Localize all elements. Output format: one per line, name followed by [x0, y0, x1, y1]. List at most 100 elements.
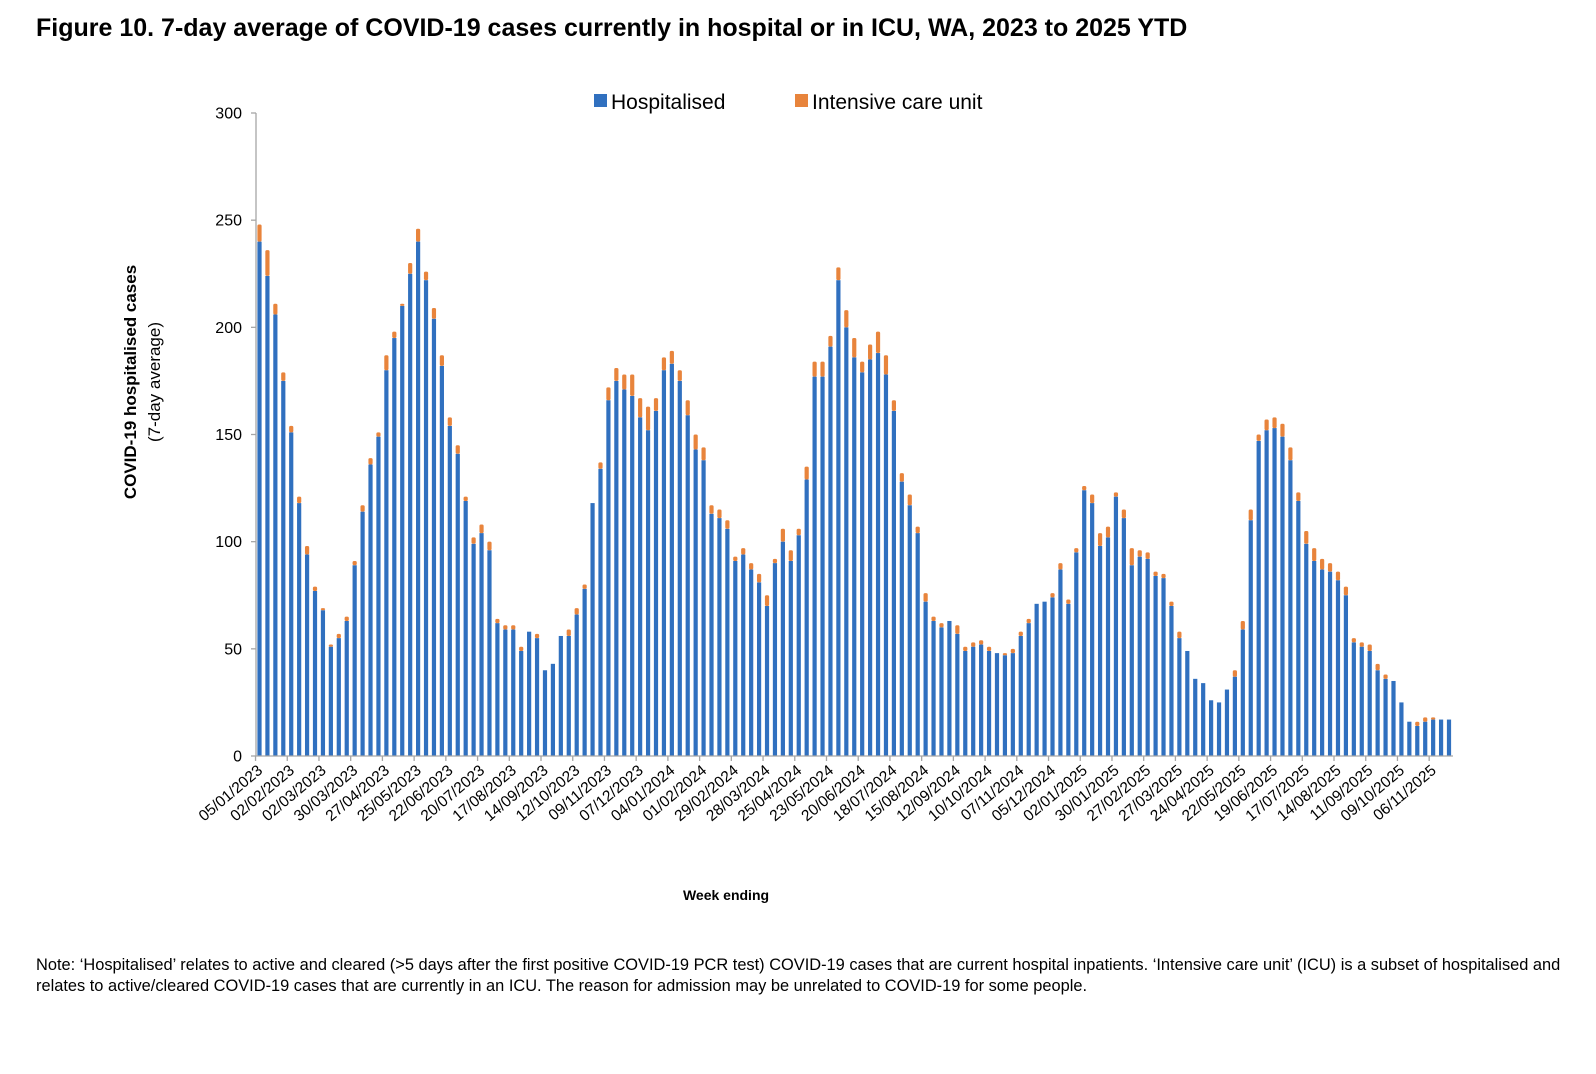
bar-icu [455, 445, 460, 454]
bar-icu [979, 640, 984, 645]
bar-hospitalised [273, 314, 278, 756]
bar-icu [788, 550, 793, 561]
bar-icu [986, 646, 992, 651]
bar-icu [598, 462, 603, 469]
bars [257, 224, 1452, 757]
bar-hospitalised [645, 430, 651, 756]
bar-hospitalised [1097, 545, 1103, 756]
bar-icu [1240, 620, 1245, 630]
bar-icu [1137, 550, 1142, 557]
bar-icu [749, 563, 754, 570]
bar-hospitalised [986, 650, 992, 756]
bar-icu [1415, 721, 1420, 726]
bar-hospitalised [336, 638, 341, 756]
bar-hospitalised [368, 464, 373, 756]
bar-hospitalised [685, 415, 690, 756]
bar-icu [519, 646, 524, 651]
bar-icu [804, 466, 809, 480]
bar-hospitalised [630, 395, 635, 756]
bar-icu [344, 616, 349, 621]
bar-icu [574, 608, 579, 615]
bar-hospitalised [289, 432, 294, 756]
bar-hospitalised [1423, 721, 1428, 756]
bar-icu [297, 496, 302, 504]
bar-icu [717, 509, 722, 519]
bar-hospitalised [1026, 623, 1031, 756]
bar-hospitalised [431, 318, 437, 756]
bar-hospitalised [1272, 428, 1277, 756]
bar-hospitalised [677, 380, 682, 756]
bar-hospitalised [1320, 569, 1325, 756]
bar-icu [645, 406, 651, 431]
bar-icu [1153, 571, 1158, 576]
bar-hospitalised [320, 610, 326, 756]
legend-swatch-icu [795, 94, 808, 107]
bar-hospitalised [638, 417, 643, 756]
bar-hospitalised [447, 425, 452, 756]
bar-hospitalised [1431, 719, 1436, 756]
bar-hospitalised [503, 629, 508, 756]
bar-hospitalised [423, 280, 429, 756]
bar-hospitalised [471, 543, 476, 756]
y-axis-title: COVID-19 hospitalised cases (7-day avera… [121, 265, 164, 499]
bar-hospitalised [408, 273, 413, 756]
bar-hospitalised [297, 503, 302, 756]
bar-icu [479, 524, 484, 534]
bar-hospitalised [1248, 520, 1253, 756]
bar-hospitalised [1280, 436, 1285, 756]
bar-hospitalised [392, 338, 397, 756]
bar-hospitalised [1240, 629, 1245, 756]
bar-hospitalised [875, 353, 881, 756]
bar-hospitalised [709, 513, 714, 756]
bar-hospitalised [1034, 603, 1039, 756]
bar-icu [638, 398, 643, 418]
bar-icu [899, 473, 904, 482]
bar-hospitalised [582, 588, 587, 756]
bar-hospitalised [1335, 580, 1341, 756]
bar-icu [780, 528, 785, 542]
bar-hospitalised [455, 453, 460, 756]
bar-hospitalised [796, 535, 801, 756]
bar-icu [431, 308, 437, 319]
bar-icu [1304, 530, 1309, 544]
bar-icu [677, 370, 682, 381]
bar-hospitalised [606, 400, 611, 756]
bar-hospitalised [1169, 605, 1174, 756]
bar-hospitalised [614, 380, 619, 756]
bar-hospitalised [257, 241, 262, 757]
y-tick-label: 150 [215, 427, 242, 444]
bar-hospitalised [511, 629, 516, 756]
bar-icu [1129, 548, 1134, 566]
bar-icu [534, 633, 540, 639]
bar-icu [860, 361, 865, 373]
bar-hospitalised [820, 376, 825, 756]
bar-hospitalised [971, 646, 976, 756]
bar-icu [1335, 571, 1341, 581]
bar-icu [971, 642, 976, 647]
bar-icu [1248, 509, 1253, 521]
bar-hospitalised [344, 620, 349, 756]
bar-hospitalised [844, 327, 849, 756]
bar-icu [756, 573, 762, 583]
bar-icu [1280, 423, 1285, 437]
bar-hospitalised [1090, 503, 1095, 756]
bar-icu [582, 584, 587, 589]
bar-hospitalised [1201, 683, 1206, 756]
bar-icu [1113, 492, 1119, 497]
bar-hospitalised [994, 653, 1000, 756]
legend-label-hospitalised: Hospitalised [611, 91, 725, 114]
bar-icu [1320, 558, 1325, 570]
bar-hospitalised [1407, 721, 1412, 756]
bar-hospitalised [1193, 678, 1198, 756]
bar-icu [312, 586, 318, 591]
bar-hospitalised [764, 605, 770, 756]
bar-icu [931, 616, 936, 621]
y-tick-label: 100 [215, 534, 242, 551]
bar-hospitalised [527, 631, 532, 756]
bar-icu [852, 338, 857, 358]
x-axis-title: Week ending [683, 887, 769, 903]
bar-icu [511, 625, 516, 630]
bar-icu [875, 331, 881, 354]
bar-icu [1026, 618, 1031, 624]
bar-icu [336, 633, 341, 639]
